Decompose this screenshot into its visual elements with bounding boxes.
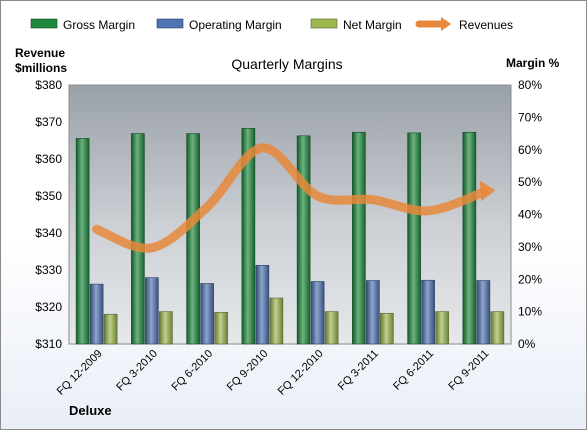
right-tick-label: 0%	[518, 337, 536, 351]
bar-operating-margin	[310, 281, 325, 345]
bar-series	[75, 128, 505, 345]
bar-net-margin	[103, 313, 118, 345]
x-tick-label: FQ 3-2010	[114, 348, 160, 394]
right-tick-label: 60%	[518, 143, 542, 157]
right-tick-label: 80%	[518, 78, 542, 92]
legend-label: Revenues	[459, 18, 513, 32]
bar-gross-margin	[462, 131, 477, 345]
x-tick-label: FQ 12-2009	[55, 348, 105, 398]
revenues-arrowhead	[479, 180, 496, 202]
legend-swatch	[30, 18, 58, 29]
x-tick-label: FQ 9-2010	[225, 348, 271, 394]
x-tick-label: FQ 6-2010	[170, 348, 216, 394]
bar-net-margin	[159, 311, 173, 345]
bar-net-margin	[214, 311, 228, 345]
bar-operating-margin	[366, 280, 380, 345]
x-axis-ticks: FQ 12-2009 FQ 3-2010 FQ 6-2010 FQ 9-2010 FQ …	[55, 348, 492, 398]
legend-swatch	[156, 18, 184, 29]
x-tick-label: FQ 3-2011	[336, 348, 381, 393]
left-axis-label-line1: Revenue	[15, 46, 65, 60]
right-axis-label: Margin %	[506, 56, 560, 70]
right-tick-label: 50%	[518, 175, 542, 189]
bar-gross-margin	[241, 128, 256, 345]
bar-net-margin	[380, 312, 394, 345]
bar-gross-margin	[352, 131, 366, 345]
bar-operating-margin	[255, 265, 270, 345]
bar-operating-margin	[476, 280, 491, 345]
right-tick-label: 70%	[518, 110, 542, 124]
left-axis-label-line2: $millions	[15, 61, 67, 75]
bar-gross-margin	[186, 133, 200, 345]
bar-net-margin	[324, 311, 339, 345]
left-tick-label: $350	[35, 189, 62, 203]
bar-gross-margin	[75, 138, 90, 345]
x-tick-label: FQ 6-2011	[391, 348, 436, 393]
legend-label: Gross Margin	[63, 18, 135, 32]
line-series	[92, 143, 496, 253]
bar-operating-margin	[200, 283, 214, 345]
bar-operating-margin	[145, 277, 159, 345]
left-tick-label: $360	[35, 152, 62, 166]
bar-operating-margin	[421, 279, 435, 345]
bar-gross-margin	[131, 133, 145, 345]
legend-label: Net Margin	[343, 18, 402, 32]
right-axis-ticks: 0% 10% 20% 30% 40% 50% 60% 70% 80%	[518, 78, 542, 351]
bar-gross-margin	[407, 132, 421, 345]
left-tick-label: $330	[35, 263, 62, 277]
chart-title: Quarterly Margins	[231, 56, 342, 72]
right-tick-label: 20%	[518, 272, 542, 286]
bar-net-margin	[269, 297, 284, 345]
x-tick-label: FQ 12-2010	[276, 348, 326, 398]
legend-arrow	[441, 17, 451, 31]
right-tick-label: 30%	[518, 240, 542, 254]
x-tick-label: FQ 9-2011	[446, 348, 491, 393]
legend: Gross Margin Operating Margin Net Margin Re…	[30, 17, 513, 32]
revenues-line	[92, 143, 488, 253]
bar-gross-margin	[296, 135, 311, 345]
bar-operating-margin	[89, 283, 104, 345]
legend-label: Operating Margin	[189, 18, 282, 32]
company-label: Deluxe	[69, 403, 112, 418]
left-tick-label: $310	[35, 337, 62, 351]
bar-net-margin	[490, 311, 505, 345]
left-tick-label: $380	[35, 78, 62, 92]
left-axis-ticks: $310 $320 $330 $340 $350 $360 $370 $380	[35, 78, 62, 351]
right-tick-label: 10%	[518, 305, 542, 319]
right-tick-label: 40%	[518, 208, 542, 222]
left-tick-label: $370	[35, 115, 62, 129]
left-tick-label: $340	[35, 226, 62, 240]
bar-net-margin	[435, 311, 449, 345]
legend-swatch	[310, 18, 338, 29]
left-tick-label: $320	[35, 300, 62, 314]
